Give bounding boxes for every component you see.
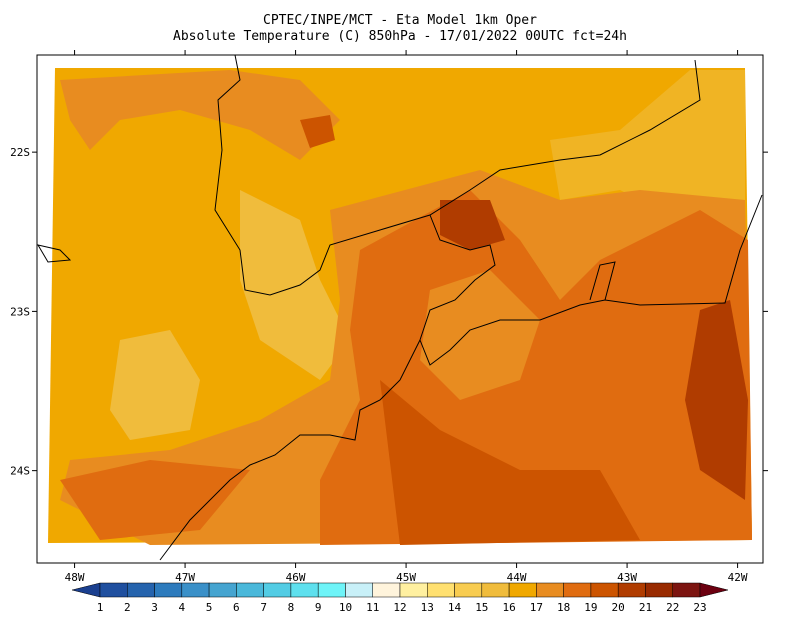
colorbar-segment bbox=[399, 582, 428, 598]
title-line: Absolute Temperature (C) 850hPa - 17/01/… bbox=[173, 29, 627, 44]
colorbar-segment bbox=[508, 582, 537, 598]
colorbar-segment bbox=[590, 582, 619, 598]
colorbar-segment bbox=[617, 582, 646, 598]
colorbar-label: 14 bbox=[448, 601, 462, 614]
colorbar-label: 11 bbox=[366, 601, 379, 614]
colorbar-label: 16 bbox=[502, 601, 515, 614]
colorbar-label: 20 bbox=[612, 601, 625, 614]
colorbar-label: 17 bbox=[530, 601, 543, 614]
colorbar-label: 6 bbox=[233, 601, 240, 614]
colorbar-label: 4 bbox=[179, 601, 186, 614]
y-tick-label: 23S bbox=[10, 305, 30, 318]
colorbar-segment bbox=[672, 582, 701, 598]
colorbar-label: 5 bbox=[206, 601, 213, 614]
x-tick-label: 47W bbox=[175, 571, 195, 584]
colorbar-segment bbox=[154, 582, 183, 598]
colorbar-label: 2 bbox=[124, 601, 131, 614]
colorbar-segment bbox=[372, 582, 401, 598]
colorbar-segment bbox=[127, 582, 155, 598]
colorbar-segment bbox=[181, 582, 210, 598]
colorbar-label: 12 bbox=[393, 601, 406, 614]
colorbar-label: 7 bbox=[260, 601, 267, 614]
colorbar-label: 21 bbox=[639, 601, 652, 614]
colorbar-segment bbox=[536, 582, 564, 598]
x-tick-label: 44W bbox=[507, 571, 527, 584]
colorbar-label: 8 bbox=[288, 601, 295, 614]
map-field bbox=[48, 68, 752, 545]
colorbar-segment bbox=[263, 582, 292, 598]
y-tick-label: 22S bbox=[10, 146, 30, 159]
colorbar-segment bbox=[317, 582, 346, 598]
x-tick-label: 48W bbox=[65, 571, 85, 584]
coastline bbox=[36, 54, 763, 561]
colorbar-label: 9 bbox=[315, 601, 322, 614]
x-tick-label: 42W bbox=[728, 571, 748, 584]
map-frame bbox=[36, 54, 764, 564]
colorbar-segment bbox=[345, 582, 373, 598]
colorbar-segment bbox=[645, 582, 673, 598]
colorbar-label: 1 bbox=[97, 601, 104, 614]
x-tick-label: 46W bbox=[286, 571, 306, 584]
colorbar-segment bbox=[99, 582, 128, 598]
x-tick-label: 45W bbox=[396, 571, 416, 584]
colorbar-label: 3 bbox=[151, 601, 158, 614]
colorbar-label: 13 bbox=[421, 601, 434, 614]
colorbar-segment bbox=[481, 582, 510, 598]
title-line: CPTEC/INPE/MCT - Eta Model 1km Oper bbox=[263, 13, 537, 28]
colorbar-label: 19 bbox=[584, 601, 597, 614]
colorbar-label: 22 bbox=[666, 601, 679, 614]
colorbar-arrow bbox=[699, 582, 729, 598]
colorbar-arrow bbox=[71, 582, 101, 598]
colorbar-label: 10 bbox=[339, 601, 352, 614]
colorbar-segment bbox=[427, 582, 455, 598]
colorbar-segment bbox=[563, 582, 592, 598]
x-tick-label: 43W bbox=[617, 571, 637, 584]
y-tick-label: 24S bbox=[10, 465, 30, 478]
colorbar-segment bbox=[236, 582, 264, 598]
colorbar-label: 15 bbox=[475, 601, 488, 614]
colorbar-segment bbox=[208, 582, 237, 598]
colorbar-segment bbox=[290, 582, 319, 598]
colorbar-label: 23 bbox=[693, 601, 706, 614]
colorbar-segment bbox=[454, 582, 483, 598]
colorbar-label: 18 bbox=[557, 601, 570, 614]
